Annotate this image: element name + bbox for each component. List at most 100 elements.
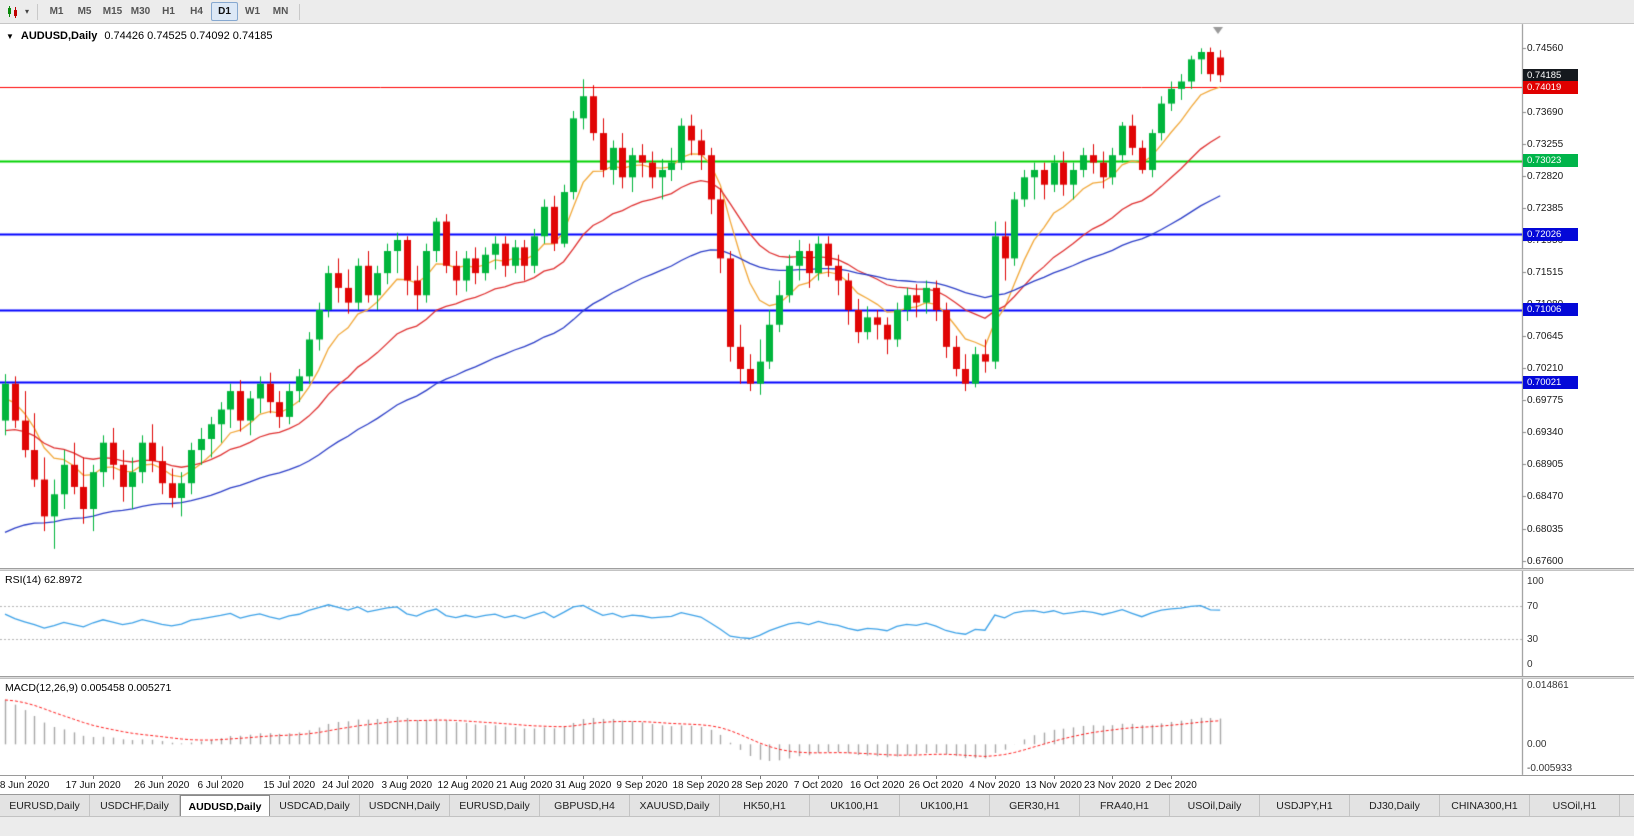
chart-tab-USDCAD-Daily[interactable]: USDCAD,Daily — [270, 795, 360, 816]
timeframe-button-H4[interactable]: H4 — [190, 6, 203, 17]
time-axis-tick — [1053, 776, 1055, 779]
macd-scale-label: 0.014861 — [1527, 680, 1569, 692]
chart-tab-DJ30-Daily[interactable]: DJ30,Daily — [1350, 795, 1440, 816]
price-tick-label: 0.67600 — [1527, 555, 1564, 567]
time-axis-tick — [465, 776, 467, 779]
price-badge: 0.71006 — [1523, 303, 1578, 317]
timeframe-toolbar: ▾ M1 M5 M15 M30 H1 H4 D1 W1 MN — [0, 0, 1634, 24]
chart-tab-HK50-H1[interactable]: HK50,H1 — [720, 795, 810, 816]
price-tick-label: 0.74560 — [1527, 42, 1564, 54]
price-tick-label: 0.73255 — [1527, 138, 1564, 150]
timeframe-button-W1[interactable]: W1 — [245, 6, 261, 17]
time-axis-tick — [936, 776, 937, 779]
pane-separator-rsi[interactable] — [0, 568, 1634, 571]
chart-tab-USDCNH-Daily[interactable]: USDCNH,Daily — [360, 795, 450, 816]
time-axis-tick — [700, 776, 702, 779]
chart-symbol-label: AUDUSD,Daily — [20, 30, 98, 42]
chart-tab-GBPUSD-H4[interactable]: GBPUSD,H4 — [540, 795, 630, 816]
time-axis-label: 8 Jun 2020 — [0, 780, 50, 791]
price-badge: 0.70021 — [1523, 375, 1578, 389]
chart-tab-GER30-H1[interactable]: GER30,H1 — [990, 795, 1080, 816]
macd-label: MACD(12,26,9) 0.005458 0.005271 — [5, 682, 172, 694]
price-tick-label: 0.69775 — [1527, 395, 1564, 407]
timeframe-button-D1[interactable]: D1 — [211, 2, 239, 21]
time-axis-tick — [1171, 776, 1173, 779]
timeframe-button-MN[interactable]: MN — [272, 6, 289, 17]
time-axis-tick — [994, 776, 996, 779]
chart-tab-EURUSD-Daily[interactable]: EURUSD,Daily — [450, 795, 540, 816]
time-axis-label: 31 Aug 2020 — [555, 780, 612, 791]
timeframe-button-M1[interactable]: M1 — [49, 6, 64, 17]
time-axis-label: 9 Sep 2020 — [616, 780, 668, 791]
timeframe-button-M15[interactable]: M15 — [102, 6, 123, 17]
price-tick-label: 0.68470 — [1527, 491, 1564, 503]
price-tick-label: 0.73690 — [1527, 106, 1564, 118]
time-axis-tick — [348, 776, 349, 779]
time-axis-tick — [220, 776, 222, 779]
toolbar-separator — [299, 3, 301, 20]
one-click-trading-arrow-icon[interactable]: ▼ — [6, 31, 14, 41]
chart-tab-USDCHF-Daily[interactable]: USDCHF,Daily — [90, 795, 180, 816]
time-axis-label: 3 Aug 2020 — [381, 780, 433, 791]
chart-dropdown-caret-icon[interactable]: ▾ — [25, 7, 30, 16]
chart-tab-FRA40-H1[interactable]: FRA40,H1 — [1080, 795, 1170, 816]
time-axis-tick — [406, 776, 408, 779]
time-axis-tick — [642, 776, 643, 779]
price-tick-label: 0.70645 — [1527, 331, 1564, 343]
chart-tab-UK100-H1[interactable]: UK100,H1 — [900, 795, 990, 816]
time-axis-tick — [759, 776, 761, 779]
timeframe-button-M5[interactable]: M5 — [77, 6, 92, 17]
pane-separator-macd[interactable] — [0, 676, 1634, 679]
time-axis-label: 12 Aug 2020 — [437, 780, 494, 791]
price-tick-label: 0.68905 — [1527, 459, 1564, 471]
timeframe-button-M30[interactable]: M30 — [130, 6, 151, 17]
chart-tab-USOil-Daily[interactable]: USOil,Daily — [1170, 795, 1260, 816]
price-tick-label: 0.70210 — [1527, 363, 1564, 375]
rsi-scale-label: 70 — [1527, 600, 1539, 612]
time-axis-label: 26 Jun 2020 — [134, 780, 190, 791]
rsi-scale-label: 100 — [1527, 576, 1544, 587]
timeframe-button-H1[interactable]: H1 — [162, 6, 175, 17]
time-axis-label: 4 Nov 2020 — [969, 780, 1021, 791]
time-axis-label: 15 Jul 2020 — [263, 780, 316, 791]
chart-tab-USOil-H1[interactable]: USOil,H1 — [1530, 795, 1620, 816]
price-tick-label: 0.71515 — [1527, 267, 1564, 279]
time-axis-tick — [1112, 776, 1114, 779]
time-axis-tick — [877, 776, 879, 779]
chart-tab-XAUUSD-Daily[interactable]: XAUUSD,Daily — [630, 795, 720, 816]
price-tick-label: 0.68035 — [1527, 523, 1564, 535]
chart-tab-bar: EURUSD,Daily USDCHF,Daily AUDUSD,Daily USDC… — [0, 794, 1634, 816]
time-axis-label: 28 Sep 2020 — [731, 780, 788, 791]
price-tick-label: 0.72385 — [1527, 202, 1564, 214]
chart-tab-UK100-H1[interactable]: UK100,H1 — [810, 795, 900, 816]
time-axis-tick — [161, 776, 163, 779]
time-axis-label: 21 Aug 2020 — [496, 780, 553, 791]
time-axis-label: 6 Jul 2020 — [197, 780, 244, 791]
rsi-label: RSI(14) 62.8972 — [5, 574, 83, 586]
time-axis-tick — [289, 776, 291, 779]
time-axis-label: 2 Dec 2020 — [1145, 780, 1197, 791]
chart-ohlc-values: 0.74426 0.74525 0.74092 0.74185 — [104, 30, 273, 42]
chart-type-icon[interactable] — [6, 5, 20, 19]
chart-ohlc-title: ▼ AUDUSD,Daily 0.74426 0.74525 0.74092 0… — [6, 30, 273, 42]
price-badge: 0.74019 — [1523, 80, 1578, 94]
time-axis-tick — [24, 776, 26, 779]
chart-tab-EURUSD-Daily[interactable]: EURUSD,Daily — [0, 795, 90, 816]
time-axis-tick — [524, 776, 526, 779]
price-badge: 0.74185 — [1523, 68, 1578, 82]
time-axis-tick — [818, 776, 820, 779]
chart-tab-USDJPY-H1[interactable]: USDJPY,H1 — [1260, 795, 1350, 816]
time-axis-label: 18 Sep 2020 — [672, 780, 730, 791]
chart-tab-AUDUSD-Daily[interactable]: AUDUSD,Daily — [180, 795, 270, 816]
time-axis-label: 26 Oct 2020 — [908, 780, 964, 791]
toolbar-separator — [37, 3, 39, 20]
macd-scale-label: -0.005933 — [1527, 762, 1573, 774]
time-axis-label: 17 Jun 2020 — [65, 780, 121, 791]
rsi-scale-label: 30 — [1527, 634, 1539, 646]
time-axis[interactable]: 8 Jun 2020 17 Jun 2020 26 Jun 2020 6 Jul 20… — [0, 775, 1634, 794]
chart-tab-CHINA300-H1[interactable]: CHINA300,H1 — [1440, 795, 1530, 816]
macd-scale-label: 0.00 — [1527, 739, 1547, 751]
price-badge: 0.73023 — [1523, 154, 1578, 168]
